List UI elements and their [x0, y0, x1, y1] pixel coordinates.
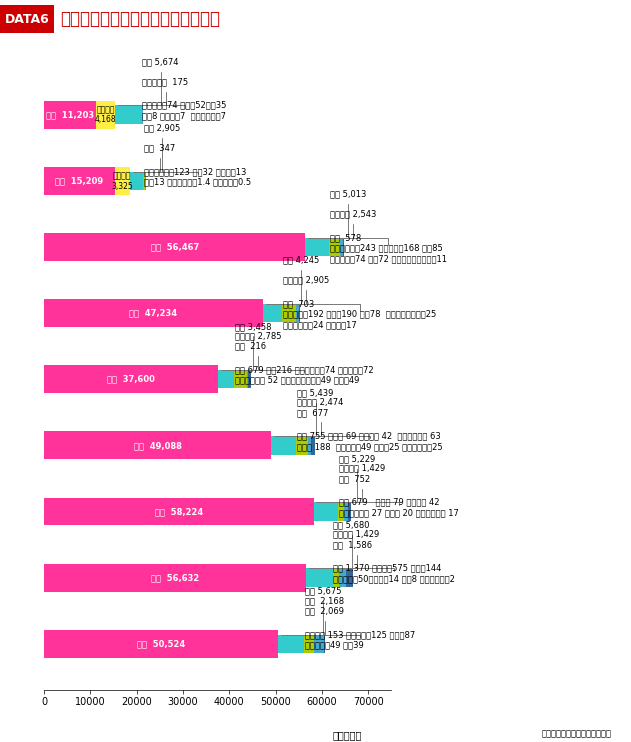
Text: マレーシア  175: マレーシア 175	[143, 77, 189, 105]
Bar	[339, 568, 346, 587]
Text: DATA6: DATA6	[4, 13, 49, 26]
Text: タイ 2,905: タイ 2,905	[133, 124, 180, 171]
Bar	[338, 502, 345, 521]
Bar	[141, 105, 143, 124]
Text: ベトナム
3,325: ベトナム 3,325	[111, 171, 133, 191]
Text: タイ 4,245: タイ 4,245	[266, 256, 319, 303]
Text: 台湾  703
南アフリカ192 カナダ190 韓国78  コートジボワール25
インドネシア24 アメリカ17: 台湾 703 南アフリカ192 カナダ190 韓国78 コートジボワール25 イ…	[283, 299, 437, 329]
Bar	[278, 634, 304, 653]
Text: 台湾 679 韓国216 ナイジェリア74 南アフリカ72
シンガポール 52 コートジボワール49 カナダ49: 台湾 679 韓国216 ナイジェリア74 南アフリカ72 シンガポール 52 …	[235, 365, 374, 385]
Bar	[311, 436, 315, 455]
Text: 中国  49,088: 中国 49,088	[134, 441, 182, 450]
Text: 台湾 679   ロシア 79 アメリカ 42
シンガポール 27 カナダ 20 インドネシア 17: 台湾 679 ロシア 79 アメリカ 42 シンガポール 27 カナダ 20 イ…	[339, 498, 459, 517]
Text: 日本のサケマス類輸出の主要相手国: 日本のサケマス類輸出の主要相手国	[60, 10, 220, 28]
Bar	[218, 370, 234, 389]
Bar	[115, 167, 130, 194]
Text: 台湾 755 ロシア 69 アメリカ 42  シンガポール 63
カナダ 188  南アフリカ49 ガーナ25 ナイジェリア25: 台湾 755 ロシア 69 アメリカ 42 シンガポール 63 カナダ 188 …	[297, 431, 443, 451]
Bar	[304, 634, 314, 653]
Text: ベトナム 1,429
韓国  752: ベトナム 1,429 韓国 752	[339, 464, 385, 502]
Bar	[283, 303, 296, 322]
Text: インドネシア123 韓国32 アメリカ13
香港13 シンガポール1.4 マレーシア0.5: インドネシア123 韓国32 アメリカ13 香港13 シンガポール1.4 マレー…	[144, 167, 251, 186]
Bar	[297, 436, 308, 455]
Bar	[44, 365, 218, 393]
Text: ベトナム 2,474
韓国  677: ベトナム 2,474 韓国 677	[297, 398, 344, 436]
Bar	[271, 436, 297, 455]
Bar	[247, 370, 248, 389]
Bar	[343, 237, 345, 256]
Text: タイ 5,013: タイ 5,013	[308, 190, 366, 237]
Text: タイ 5,675: タイ 5,675	[281, 586, 341, 634]
Text: タイ 5,439: タイ 5,439	[274, 388, 334, 436]
Bar	[341, 237, 343, 256]
Text: フィリピン74 カナダ52台湾35
韓国8 アメリカ7  シンガポール7: フィリピン74 カナダ52台湾35 韓国8 アメリカ7 シンガポール7	[143, 101, 227, 120]
Bar	[306, 568, 333, 587]
Bar	[143, 171, 145, 190]
Bar	[262, 303, 283, 322]
Text: ベトナム
4,168: ベトナム 4,168	[95, 105, 117, 125]
Text: 台湾 1,370 ベトナム575 ロシア144
マレーシア50アメリカ14 香港8 シンガポール2: 台湾 1,370 ベトナム575 ロシア144 マレーシア50アメリカ14 香港…	[333, 564, 456, 583]
Bar	[44, 498, 314, 525]
Text: 中国  56,632: 中国 56,632	[151, 573, 199, 582]
Bar	[299, 303, 300, 322]
Text: ベトナム 153 リトアニア125 インド87
フィリピン49 香港39: ベトナム 153 リトアニア125 インド87 フィリピン49 香港39	[305, 630, 415, 649]
Text: ベトナム 2,785
韓国  216: ベトナム 2,785 韓国 216	[235, 332, 281, 370]
Bar	[44, 564, 306, 591]
Text: 韓国  2,168
台湾  2,069: 韓国 2,168 台湾 2,069	[305, 596, 345, 634]
Bar	[314, 502, 338, 521]
Text: 中国  11,203: 中国 11,203	[46, 111, 94, 119]
Bar	[346, 568, 353, 587]
Bar	[333, 568, 339, 587]
Text: タイ 5,229: タイ 5,229	[316, 454, 375, 502]
Text: 中国  15,209: 中国 15,209	[56, 177, 103, 186]
Text: 台湾  578
インドネシア243 南アフリカ168 香港85
フィリピン74 韓国72 パプアニューギニア11: 台湾 578 インドネシア243 南アフリカ168 香港85 フィリピン74 韓…	[329, 233, 447, 263]
Bar	[329, 237, 341, 256]
Text: 中国  58,224: 中国 58,224	[155, 507, 203, 516]
Bar	[308, 436, 311, 455]
Bar	[314, 634, 324, 653]
Text: ベトナム 1,429
韓国  1,586: ベトナム 1,429 韓国 1,586	[333, 530, 380, 568]
Bar	[44, 299, 262, 327]
Text: 中国  37,600: 中国 37,600	[107, 375, 155, 384]
Bar	[234, 370, 247, 389]
Bar	[44, 630, 278, 657]
Bar	[248, 370, 251, 389]
Bar	[345, 502, 348, 521]
Text: ベトナム 2,543: ベトナム 2,543	[329, 209, 376, 237]
Text: ベトナム 2,905: ベトナム 2,905	[283, 276, 329, 303]
Text: 単位：トン: 単位：トン	[333, 731, 362, 741]
Bar	[44, 431, 271, 459]
Text: タイ 5,674: タイ 5,674	[118, 57, 179, 105]
Bar	[44, 167, 115, 194]
Text: タイ 5,680: タイ 5,680	[309, 520, 370, 568]
Text: 中国  47,234: 中国 47,234	[129, 309, 177, 318]
Bar	[305, 237, 329, 256]
Text: 台湾  347: 台湾 347	[144, 143, 175, 171]
Text: 中国  56,467: 中国 56,467	[151, 243, 199, 252]
Bar	[96, 101, 115, 128]
Text: （資料）財務省の貿易統計より: （資料）財務省の貿易統計より	[542, 729, 612, 738]
Bar	[130, 171, 143, 190]
Bar	[44, 233, 305, 261]
Text: 中国  50,524: 中国 50,524	[137, 640, 185, 649]
Bar	[115, 105, 141, 124]
Bar	[348, 502, 351, 521]
Bar	[296, 303, 299, 322]
Text: タイ 3,458: タイ 3,458	[221, 322, 271, 370]
Bar	[44, 101, 96, 128]
